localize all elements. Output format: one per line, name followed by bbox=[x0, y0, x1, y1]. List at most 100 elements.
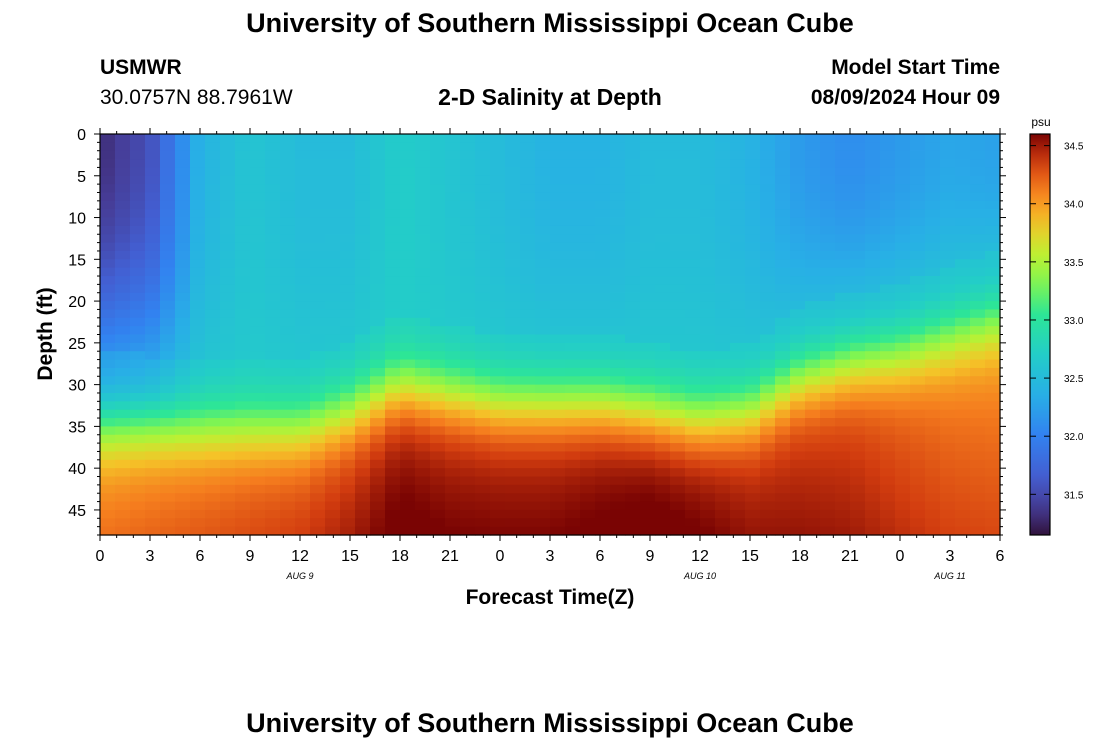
heatmap-cell bbox=[430, 301, 446, 311]
heatmap-cell bbox=[325, 367, 341, 377]
heatmap-cell bbox=[655, 159, 671, 169]
heatmap-cell bbox=[820, 200, 836, 210]
heatmap-cell bbox=[505, 401, 521, 411]
heatmap-cell bbox=[235, 334, 251, 344]
heatmap-cell bbox=[445, 134, 461, 143]
heatmap-cell bbox=[535, 418, 551, 427]
heatmap-cell bbox=[595, 225, 611, 235]
heatmap-cell bbox=[700, 326, 716, 336]
heatmap-cell bbox=[325, 401, 341, 411]
heatmap-cell bbox=[160, 192, 176, 202]
heatmap-cell bbox=[370, 509, 386, 519]
heatmap-cell bbox=[250, 326, 266, 336]
heatmap-cell bbox=[730, 493, 746, 503]
heatmap-cell bbox=[580, 351, 596, 361]
heatmap-cell bbox=[100, 376, 116, 386]
heatmap-cell bbox=[115, 443, 131, 453]
heatmap-cell bbox=[130, 351, 146, 361]
heatmap-cell bbox=[805, 267, 821, 277]
heatmap-cell bbox=[250, 493, 266, 503]
heatmap-cell bbox=[235, 301, 251, 311]
heatmap-cell bbox=[865, 150, 881, 160]
heatmap-cell bbox=[910, 317, 926, 327]
heatmap-cell bbox=[535, 501, 551, 511]
heatmap-cell bbox=[850, 142, 866, 152]
heatmap-cell bbox=[145, 309, 161, 319]
heatmap-cell bbox=[940, 184, 956, 194]
heatmap-cell bbox=[505, 518, 521, 528]
heatmap-cell bbox=[970, 234, 986, 244]
heatmap-cell bbox=[925, 217, 941, 227]
heatmap-cell bbox=[160, 401, 176, 411]
heatmap-cell bbox=[625, 142, 641, 152]
heatmap-cell bbox=[100, 342, 116, 352]
heatmap-cell bbox=[670, 518, 686, 528]
heatmap-cell bbox=[205, 351, 221, 361]
heatmap-cell bbox=[790, 317, 806, 327]
heatmap-cell bbox=[145, 259, 161, 269]
heatmap-cell bbox=[445, 209, 461, 219]
heatmap-cell bbox=[430, 142, 446, 152]
heatmap-cell bbox=[580, 284, 596, 294]
heatmap-cell bbox=[565, 192, 581, 202]
heatmap-cell bbox=[730, 401, 746, 411]
heatmap-cell bbox=[520, 326, 536, 336]
heatmap-cell bbox=[280, 167, 296, 177]
heatmap-cell bbox=[670, 342, 686, 352]
heatmap-cell bbox=[370, 484, 386, 494]
heatmap-cell bbox=[100, 351, 116, 361]
heatmap-cell bbox=[985, 468, 1001, 478]
heatmap-cell bbox=[415, 267, 431, 277]
heatmap-cell bbox=[175, 518, 191, 528]
heatmap-cell bbox=[190, 484, 206, 494]
heatmap-cell bbox=[535, 493, 551, 503]
heatmap-cell bbox=[625, 200, 641, 210]
heatmap-cell bbox=[880, 351, 896, 361]
heatmap-cell bbox=[805, 167, 821, 177]
heatmap-cell bbox=[565, 159, 581, 169]
heatmap-cell bbox=[145, 342, 161, 352]
heatmap-cell bbox=[595, 434, 611, 444]
heatmap-cell bbox=[910, 209, 926, 219]
heatmap-cell bbox=[880, 159, 896, 169]
heatmap-cell bbox=[100, 509, 116, 519]
heatmap-cell bbox=[220, 367, 236, 377]
heatmap-cell bbox=[460, 142, 476, 152]
heatmap-cell bbox=[745, 459, 761, 469]
heatmap-cell bbox=[985, 292, 1001, 302]
heatmap-cell bbox=[205, 451, 221, 461]
heatmap-cell bbox=[550, 276, 566, 285]
heatmap-cell bbox=[925, 200, 941, 210]
heatmap-cell bbox=[370, 392, 386, 402]
heatmap-cell bbox=[475, 459, 491, 469]
heatmap-cell bbox=[370, 134, 386, 143]
heatmap-cell bbox=[820, 184, 836, 194]
heatmap-cell bbox=[385, 259, 401, 269]
heatmap-cell bbox=[910, 426, 926, 436]
heatmap-cell bbox=[595, 367, 611, 377]
heatmap-cell bbox=[715, 426, 731, 436]
heatmap-cell bbox=[310, 334, 326, 344]
heatmap-cell bbox=[805, 200, 821, 210]
heatmap-cell bbox=[715, 468, 731, 478]
heatmap-cell bbox=[475, 484, 491, 494]
heatmap-cell bbox=[865, 434, 881, 444]
heatmap-cell bbox=[580, 159, 596, 169]
heatmap-cell bbox=[790, 509, 806, 519]
heatmap-cell bbox=[535, 301, 551, 311]
heatmap-cell bbox=[445, 468, 461, 478]
heatmap-cell bbox=[880, 451, 896, 461]
model-start-label: Model Start Time bbox=[831, 56, 1000, 79]
heatmap-cell bbox=[985, 443, 1001, 453]
heatmap-cell bbox=[910, 225, 926, 235]
heatmap-cell bbox=[670, 292, 686, 302]
heatmap-cell bbox=[985, 209, 1001, 219]
heatmap-cell bbox=[970, 418, 986, 427]
heatmap-cell bbox=[910, 418, 926, 427]
heatmap-cell bbox=[475, 292, 491, 302]
heatmap-cell bbox=[850, 242, 866, 252]
heatmap-cell bbox=[430, 418, 446, 427]
heatmap-cell bbox=[985, 142, 1001, 152]
heatmap-cell bbox=[475, 351, 491, 361]
heatmap-cell bbox=[565, 342, 581, 352]
